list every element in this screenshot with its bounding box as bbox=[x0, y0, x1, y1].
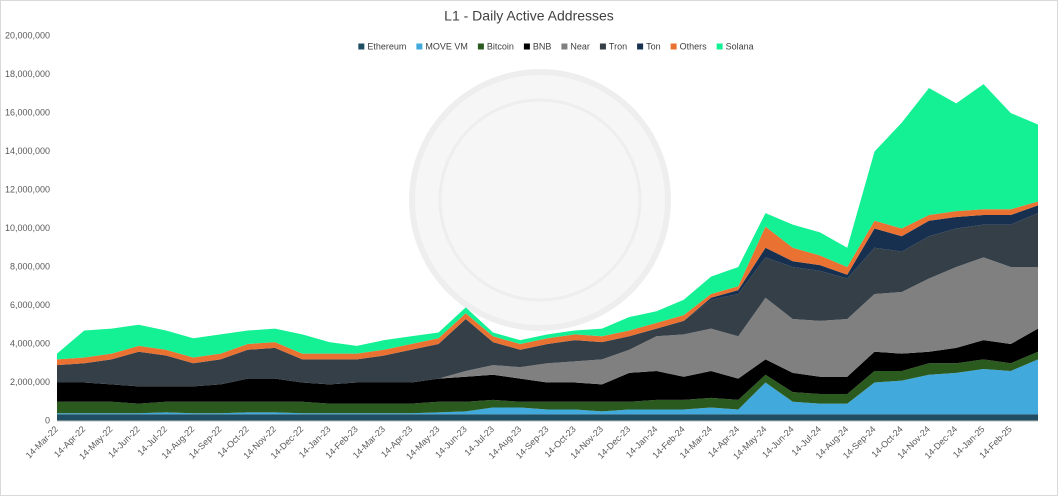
legend-swatch bbox=[358, 43, 365, 50]
watermark-coin bbox=[409, 69, 671, 331]
area bbox=[57, 201, 1038, 366]
legend-swatch bbox=[670, 43, 677, 50]
legend-label: Tron bbox=[609, 41, 627, 51]
area bbox=[57, 213, 1038, 387]
area bbox=[57, 351, 1038, 414]
y-tick-label: 0 bbox=[45, 415, 50, 425]
legend-swatch bbox=[599, 43, 606, 50]
legend-label: Solana bbox=[726, 41, 754, 51]
area bbox=[57, 414, 1038, 421]
watermark-ring bbox=[438, 98, 642, 302]
legend-swatch bbox=[637, 43, 644, 50]
y-tick-label: 18,000,000 bbox=[5, 69, 50, 79]
area bbox=[57, 257, 1038, 387]
y-tick-label: 4,000,000 bbox=[10, 338, 50, 348]
legend-label: Bitcoin bbox=[487, 41, 514, 51]
legend-label: Ton bbox=[646, 41, 661, 51]
legend-swatch bbox=[477, 43, 484, 50]
legend-label: Others bbox=[680, 41, 708, 51]
y-tick-label: 14,000,000 bbox=[5, 146, 50, 156]
legend-label: BNB bbox=[533, 41, 552, 51]
y-tick-label: 2,000,000 bbox=[10, 377, 50, 387]
legend-swatch bbox=[523, 43, 530, 50]
legend-label: MOVE VM bbox=[425, 41, 468, 51]
legend-swatch bbox=[416, 43, 423, 50]
y-tick-label: 6,000,000 bbox=[10, 300, 50, 310]
legend-label: Ethereum bbox=[367, 41, 406, 51]
area bbox=[57, 84, 1038, 360]
y-tick-label: 10,000,000 bbox=[5, 223, 50, 233]
y-tick-label: 8,000,000 bbox=[10, 261, 50, 271]
y-tick-label: 20,000,000 bbox=[5, 30, 50, 40]
chart-title: L1 - Daily Active Addresses bbox=[444, 8, 614, 24]
legend-label: Near bbox=[570, 41, 590, 51]
watermark bbox=[409, 69, 671, 331]
legend: Ethereum MOVE VM Bitcoin BNB Near Tron Ton Othe… bbox=[358, 41, 754, 51]
area bbox=[57, 328, 1038, 404]
area bbox=[57, 359, 1038, 415]
y-tick-label: 16,000,000 bbox=[5, 107, 50, 117]
y-tick-label: 12,000,000 bbox=[5, 184, 50, 194]
legend-swatch bbox=[716, 43, 723, 50]
legend-swatch bbox=[561, 43, 568, 50]
area bbox=[57, 205, 1038, 366]
